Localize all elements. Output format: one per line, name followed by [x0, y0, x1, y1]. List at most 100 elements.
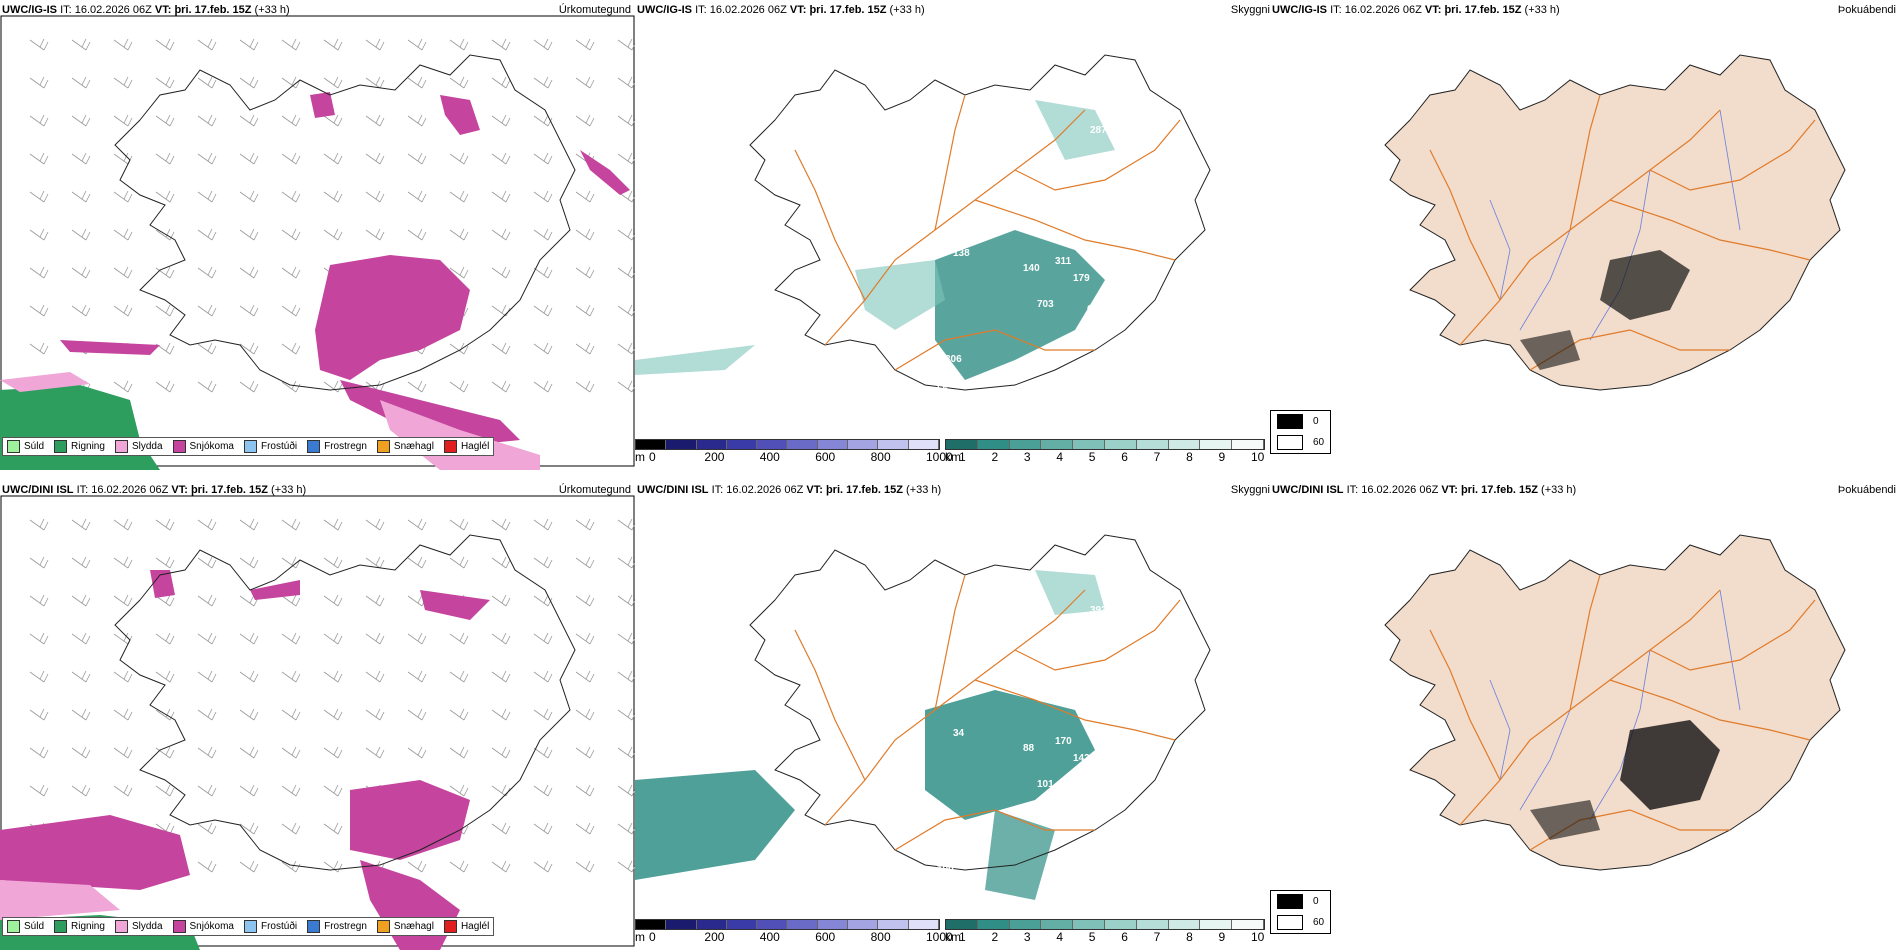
colorbar-tick: 400 [759, 450, 780, 464]
model-name: UWC/DINI ISL [637, 484, 709, 496]
panel-header: UWC/DINI ISL IT: 16.02.2026 06Z VT: þri.… [1270, 480, 1900, 500]
fog-panel-top: UWC/IG-IS IT: 16.02.2026 06Z VT: þri. 17… [1270, 0, 1900, 470]
visibility-field [935, 230, 1105, 380]
colorbar-tick: 200 [704, 930, 725, 944]
fog-dark [1600, 250, 1690, 320]
visibility-field-4 [1035, 570, 1105, 615]
precip-legend-item: Frostregn [307, 440, 367, 453]
ceiling-label: 604 [1087, 304, 1104, 315]
init-time-label: IT: [1330, 4, 1342, 16]
colorbar-tick: 4 [1056, 930, 1064, 944]
road-network [794, 94, 1181, 371]
valid-time-label: VT: [171, 484, 188, 496]
colorbar-scale [635, 919, 940, 930]
fog-legend: 0 60 [1270, 890, 1332, 934]
iceland-land [1384, 54, 1846, 391]
panel-title: Þokuábendi [1837, 4, 1896, 16]
precip-legend-item: Frostúði [243, 920, 297, 933]
init-time: 16.02.2026 06Z [1361, 484, 1439, 496]
valid-time-label: VT: [154, 4, 172, 16]
road-network [1429, 94, 1816, 371]
iceland-outline [749, 54, 1211, 391]
iceland-land [1384, 534, 1846, 871]
precip-legend-item: Súld [7, 920, 44, 933]
init-time-label: IT: [60, 4, 72, 16]
colorbar-scale [945, 439, 1265, 450]
legend-label: Súld [24, 441, 45, 452]
legend-swatch [54, 920, 68, 933]
panel-header: UWC/IG-IS IT: 16.02.2026 06Z VT: þri. 17… [635, 0, 1270, 20]
valid-time: þri. 17.feb. 15Z [190, 484, 268, 496]
legend-swatch [243, 440, 257, 453]
ceiling-label: 170 [1055, 736, 1072, 747]
colorbar-scale [635, 439, 940, 450]
valid-time-label: VT: [806, 484, 823, 496]
legend-swatch [307, 920, 321, 933]
legend-swatch [243, 920, 257, 933]
model-name: UWC/DINI ISL [2, 484, 74, 496]
ceiling-label: 110 [945, 834, 962, 845]
fog-legend-row: 60 [1271, 432, 1330, 453]
legend-swatch [172, 440, 186, 453]
sleet-area [0, 372, 90, 392]
snow-ne [440, 95, 480, 135]
fog-legend-row: 0 [1271, 411, 1330, 432]
visibility-panel-bottom: UWC/DINI ISL IT: 16.02.2026 06Z VT: þri.… [635, 480, 1270, 950]
fog-legend-row: 0 [1271, 891, 1330, 912]
fog-legend-label: 0 [1313, 896, 1319, 907]
fog-swatch [1277, 894, 1303, 909]
colorbar-tick: 600 [815, 450, 836, 464]
ceiling-label: 311 [1055, 256, 1072, 267]
ceiling-label: 143 [1073, 753, 1090, 764]
ceiling-label: 306 [945, 354, 962, 365]
init-time: 16.02.2026 06Z [709, 4, 787, 16]
colorbar-tick: 6 [1121, 930, 1128, 944]
legend-swatch [7, 440, 20, 453]
init-time-label: IT: [695, 4, 707, 16]
precip-type-panel-bottom: UWC/DINI ISL IT: 16.02.2026 06Z VT: þri.… [0, 480, 635, 950]
ceiling-label: 140 [1023, 263, 1040, 274]
fog-swatch [1277, 414, 1303, 429]
model-name: UWC/IG-IS [2, 4, 57, 16]
legend-swatch [376, 920, 390, 933]
colorbar-tick: 9 [1218, 450, 1226, 464]
init-time: 16.02.2026 06Z [74, 4, 152, 16]
lead-time: (+33 h) [1524, 4, 1560, 16]
panel-header: UWC/IG-IS IT: 16.02.2026 06Z VT: þri. 17… [0, 0, 635, 20]
snow-w [60, 340, 160, 355]
snow-area [315, 255, 470, 380]
legend-swatch [54, 440, 68, 453]
precip-legend-item: Snæhagl [376, 920, 434, 933]
legend-label: Frostregn [324, 441, 367, 452]
legend-label: Rigning [71, 921, 105, 932]
lead-time: (+33 h) [271, 484, 307, 496]
panel-header: UWC/DINI ISL IT: 16.02.2026 06Z VT: þri.… [0, 480, 635, 500]
visibility-colorbar: km 1 2 3 4 5 6 7 8 9 10 [945, 437, 1265, 467]
snow-e [580, 150, 630, 195]
iceland-outline [114, 54, 576, 391]
colorbar-tick: 1 [959, 930, 966, 944]
lead-time: (+33 h) [254, 4, 290, 16]
ceiling-label: 55 [937, 384, 949, 395]
snow-n [250, 580, 300, 600]
legend-label: Snæhagl [393, 441, 434, 452]
colorbar-tick: 9 [1218, 930, 1226, 944]
init-time: 16.02.2026 06Z [91, 484, 169, 496]
fog-legend-label: 60 [1313, 437, 1325, 448]
snow-ne [420, 590, 490, 620]
rain-area [0, 385, 160, 470]
precip-legend-item: Frostúði [243, 440, 297, 453]
iceland-outline [749, 534, 1211, 871]
precip-legend-item: Slydda [114, 440, 163, 453]
colorbar-tick: 600 [815, 930, 836, 944]
ceiling-label: 340 [1067, 817, 1084, 828]
fog-legend-label: 60 [1313, 917, 1325, 928]
panel-title: Skyggni [1230, 4, 1270, 16]
ceiling-label: 287 [1090, 125, 1107, 136]
colorbar-tick: 200 [704, 450, 725, 464]
visibility-field-3 [1035, 100, 1115, 160]
